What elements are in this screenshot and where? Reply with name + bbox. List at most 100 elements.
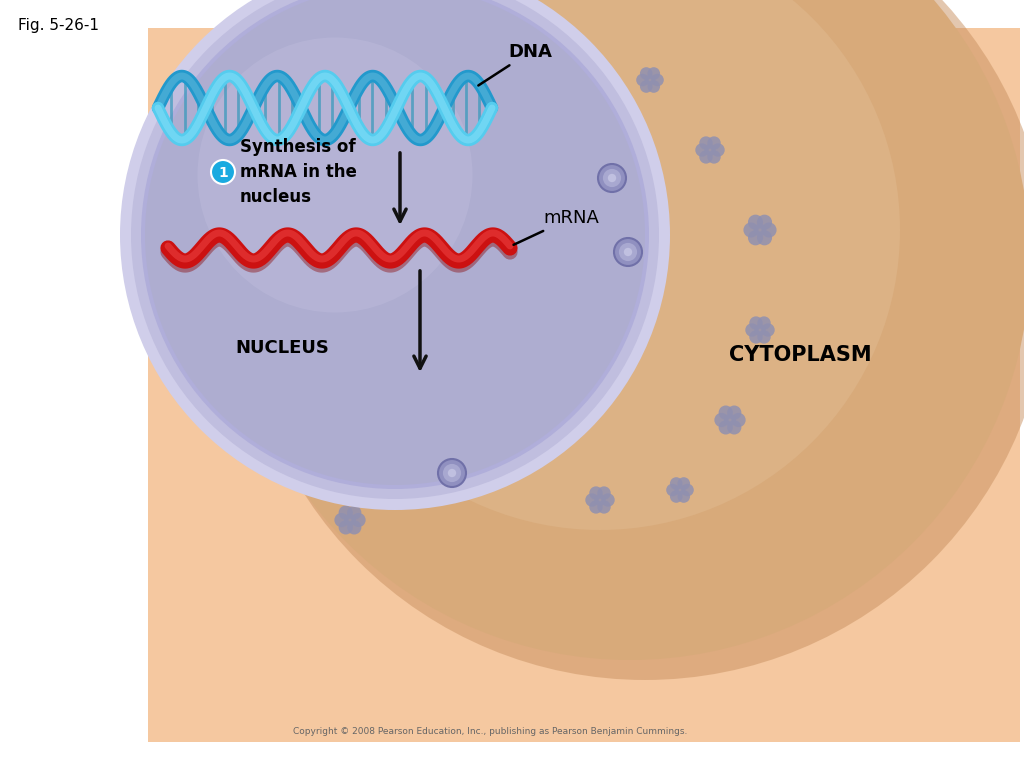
Circle shape [618, 243, 637, 261]
Circle shape [754, 223, 766, 237]
Circle shape [755, 324, 766, 336]
Text: NUCLEUS: NUCLEUS [236, 339, 329, 357]
Circle shape [303, 443, 317, 457]
Circle shape [582, 114, 593, 126]
Circle shape [757, 230, 772, 245]
Circle shape [695, 144, 709, 157]
Circle shape [708, 137, 721, 150]
Text: CYTOPLASM: CYTOPLASM [729, 345, 871, 365]
Circle shape [598, 164, 626, 192]
Circle shape [699, 137, 713, 150]
Circle shape [667, 484, 679, 496]
Circle shape [339, 520, 353, 535]
Circle shape [347, 520, 361, 535]
Circle shape [715, 413, 729, 427]
Circle shape [238, 390, 250, 402]
Text: Copyright © 2008 Pearson Education, Inc., publishing as Pearson Benjamin Cumming: Copyright © 2008 Pearson Education, Inc.… [293, 727, 687, 736]
Circle shape [234, 385, 246, 396]
Circle shape [758, 330, 771, 343]
Circle shape [198, 38, 472, 313]
Circle shape [438, 459, 466, 487]
Circle shape [748, 230, 763, 245]
Circle shape [597, 486, 610, 500]
Circle shape [705, 144, 716, 156]
Circle shape [719, 406, 733, 420]
Circle shape [608, 174, 616, 182]
Circle shape [570, 108, 583, 120]
Circle shape [141, 0, 649, 489]
Circle shape [727, 420, 741, 435]
Circle shape [242, 384, 254, 396]
Circle shape [306, 450, 324, 467]
Text: 1: 1 [218, 166, 228, 180]
Circle shape [699, 151, 713, 164]
Circle shape [339, 505, 353, 520]
Circle shape [292, 442, 308, 458]
Bar [148, 28, 1020, 742]
Circle shape [670, 477, 683, 490]
Circle shape [226, 384, 239, 396]
Circle shape [335, 513, 348, 527]
Circle shape [211, 160, 234, 184]
Circle shape [594, 495, 605, 505]
Circle shape [601, 493, 614, 507]
Circle shape [300, 0, 900, 530]
Circle shape [575, 115, 585, 125]
Circle shape [647, 80, 660, 93]
Circle shape [624, 248, 632, 257]
Text: mRNA: mRNA [513, 209, 599, 245]
Circle shape [750, 330, 763, 343]
Circle shape [750, 316, 763, 329]
Circle shape [347, 505, 361, 520]
Circle shape [647, 68, 660, 80]
Circle shape [748, 214, 763, 230]
Circle shape [603, 169, 622, 187]
Circle shape [578, 120, 590, 132]
Circle shape [238, 377, 250, 390]
Circle shape [757, 214, 772, 230]
Circle shape [640, 68, 652, 80]
Circle shape [645, 74, 655, 85]
Circle shape [311, 442, 329, 458]
Circle shape [578, 108, 590, 120]
Circle shape [131, 0, 659, 499]
Circle shape [240, 0, 1024, 680]
Circle shape [614, 238, 642, 266]
Text: DNA: DNA [478, 43, 552, 85]
Circle shape [681, 484, 694, 496]
Circle shape [443, 464, 461, 482]
Circle shape [567, 114, 579, 126]
Circle shape [636, 74, 649, 86]
Circle shape [230, 390, 243, 402]
Circle shape [762, 223, 776, 237]
Circle shape [731, 413, 745, 427]
Circle shape [344, 514, 356, 526]
Circle shape [675, 485, 685, 495]
Circle shape [678, 490, 690, 503]
Circle shape [145, 0, 645, 485]
Circle shape [589, 486, 603, 500]
Circle shape [719, 420, 733, 435]
Circle shape [708, 151, 721, 164]
Text: Fig. 5-26-1: Fig. 5-26-1 [18, 18, 99, 33]
Circle shape [297, 450, 313, 467]
Circle shape [640, 80, 652, 93]
Circle shape [597, 500, 610, 514]
Circle shape [743, 223, 759, 237]
Circle shape [230, 377, 243, 390]
Circle shape [745, 323, 759, 336]
Circle shape [297, 433, 313, 450]
Circle shape [306, 433, 324, 450]
Circle shape [651, 74, 664, 86]
Circle shape [586, 493, 599, 507]
Circle shape [230, 0, 1024, 660]
Circle shape [120, 0, 670, 510]
Circle shape [570, 120, 583, 132]
Circle shape [670, 490, 683, 503]
Text: Synthesis of
mRNA in the
nucleus: Synthesis of mRNA in the nucleus [240, 138, 357, 206]
Circle shape [758, 316, 771, 329]
Circle shape [724, 414, 736, 426]
Circle shape [727, 406, 741, 420]
Circle shape [761, 323, 775, 336]
Circle shape [712, 144, 725, 157]
